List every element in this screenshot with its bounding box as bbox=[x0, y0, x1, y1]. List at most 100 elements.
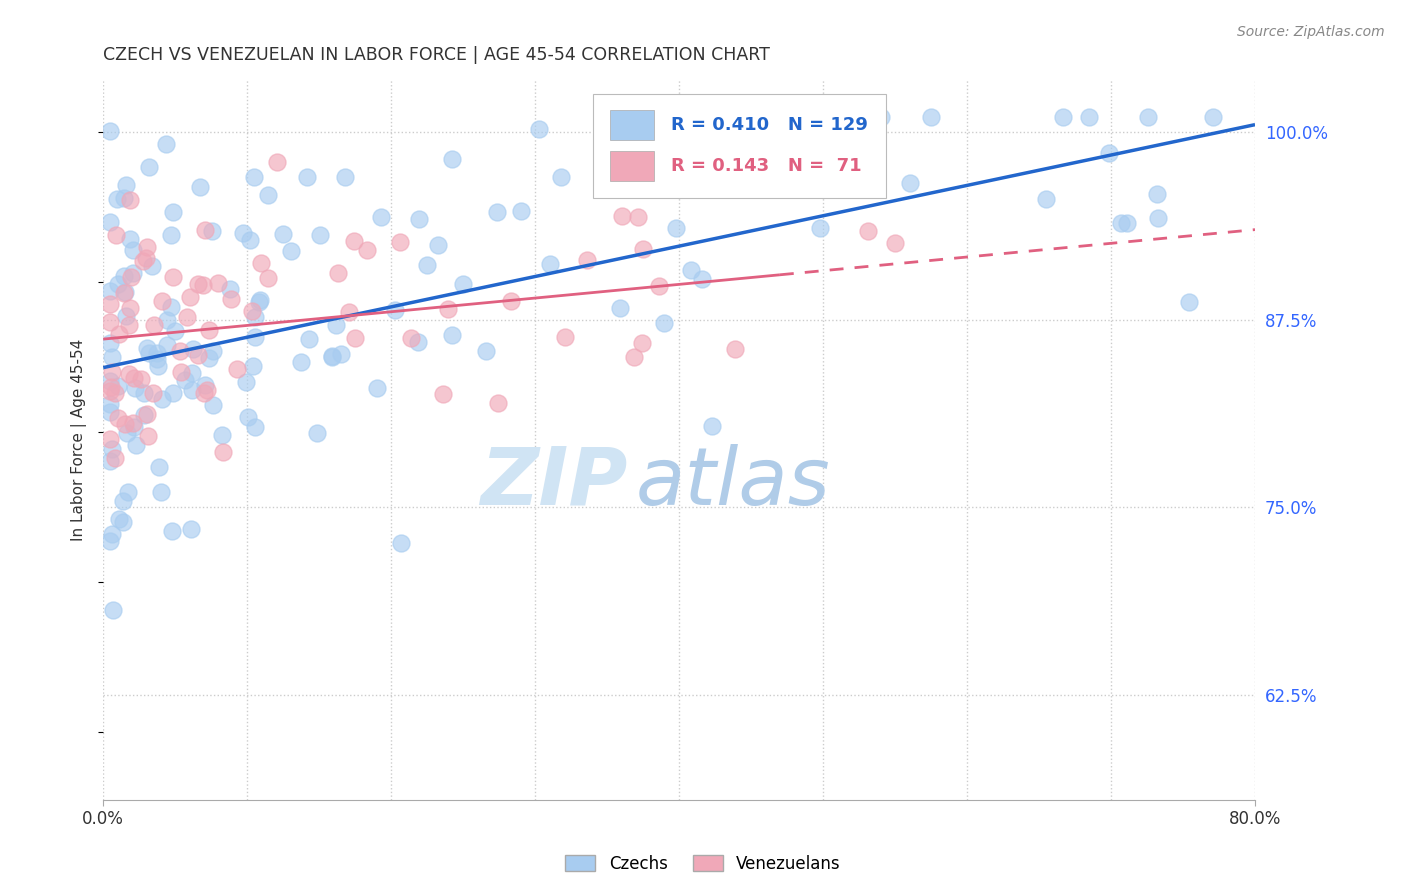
Point bbox=[247, 295, 270, 310]
Point bbox=[122, 267, 145, 281]
Point bbox=[356, 243, 378, 257]
Point bbox=[150, 293, 173, 308]
Point bbox=[325, 318, 347, 332]
Point bbox=[486, 205, 509, 219]
Point bbox=[135, 341, 157, 355]
Point bbox=[188, 179, 211, 194]
Point bbox=[162, 205, 184, 219]
Text: R = 0.410   N = 129: R = 0.410 N = 129 bbox=[671, 116, 868, 134]
Point bbox=[211, 444, 233, 458]
Point bbox=[112, 286, 135, 301]
Point bbox=[160, 300, 183, 314]
Point bbox=[138, 160, 160, 174]
Point bbox=[174, 373, 197, 387]
Point bbox=[436, 301, 458, 316]
Point bbox=[150, 485, 173, 500]
Point bbox=[1077, 110, 1099, 124]
Point bbox=[1035, 192, 1057, 206]
Point bbox=[257, 271, 280, 285]
Point bbox=[169, 365, 191, 379]
Point bbox=[631, 336, 654, 351]
Point bbox=[100, 404, 122, 418]
Point bbox=[104, 385, 127, 400]
Point bbox=[652, 316, 675, 330]
Point bbox=[111, 494, 134, 508]
Point bbox=[501, 294, 523, 309]
Point bbox=[118, 367, 141, 381]
Point bbox=[159, 227, 181, 242]
Point bbox=[219, 292, 242, 306]
Point bbox=[869, 110, 891, 124]
Point bbox=[554, 330, 576, 344]
Point bbox=[101, 365, 124, 379]
Bar bbox=[610, 110, 654, 140]
Point bbox=[202, 398, 225, 412]
Point bbox=[176, 310, 198, 325]
Point bbox=[122, 417, 145, 431]
Point bbox=[115, 178, 138, 192]
Point bbox=[124, 381, 146, 395]
Point bbox=[100, 284, 122, 298]
Point bbox=[810, 221, 832, 235]
Point bbox=[440, 152, 463, 166]
Point bbox=[180, 522, 202, 536]
Point bbox=[219, 283, 242, 297]
Point bbox=[408, 211, 430, 226]
Point bbox=[100, 396, 122, 410]
Point bbox=[475, 344, 498, 359]
Point bbox=[143, 318, 166, 333]
Point bbox=[207, 277, 229, 291]
Point bbox=[122, 420, 145, 434]
Point bbox=[245, 420, 267, 434]
Point bbox=[146, 359, 169, 373]
Point bbox=[124, 437, 146, 451]
Point bbox=[134, 408, 156, 422]
Point bbox=[389, 535, 412, 549]
Point bbox=[198, 322, 221, 336]
Point bbox=[610, 209, 633, 223]
Point bbox=[238, 410, 260, 425]
Point bbox=[112, 269, 135, 284]
Point bbox=[370, 210, 392, 224]
Point bbox=[538, 257, 561, 271]
Point bbox=[135, 251, 157, 265]
Point bbox=[101, 442, 124, 456]
Point bbox=[243, 170, 266, 185]
Point bbox=[235, 375, 257, 389]
Point bbox=[179, 290, 201, 304]
Point bbox=[100, 527, 122, 541]
Point bbox=[856, 224, 879, 238]
Point bbox=[107, 326, 129, 341]
Point bbox=[231, 227, 253, 241]
Point bbox=[155, 137, 177, 152]
Point bbox=[451, 277, 474, 291]
Point bbox=[1115, 215, 1137, 229]
Point bbox=[186, 348, 208, 362]
Point bbox=[136, 240, 159, 254]
Point bbox=[100, 432, 122, 446]
Point bbox=[343, 234, 366, 248]
Point bbox=[180, 383, 202, 397]
Point bbox=[1052, 110, 1074, 124]
Point bbox=[105, 228, 128, 243]
Point bbox=[136, 407, 159, 421]
Point bbox=[1098, 145, 1121, 160]
Point bbox=[107, 411, 129, 425]
Point bbox=[156, 313, 179, 327]
Point bbox=[100, 123, 122, 137]
Point bbox=[243, 329, 266, 343]
Point bbox=[240, 304, 263, 318]
Point bbox=[146, 345, 169, 359]
Point bbox=[297, 332, 319, 346]
Point bbox=[529, 122, 551, 136]
Point bbox=[486, 396, 509, 410]
Point bbox=[156, 338, 179, 352]
Point bbox=[191, 277, 214, 292]
Point bbox=[388, 235, 411, 249]
Point bbox=[609, 301, 631, 315]
Point bbox=[165, 324, 187, 338]
Point bbox=[295, 169, 318, 184]
Text: Source: ZipAtlas.com: Source: ZipAtlas.com bbox=[1237, 25, 1385, 39]
Point bbox=[692, 272, 714, 286]
Point bbox=[700, 419, 723, 434]
